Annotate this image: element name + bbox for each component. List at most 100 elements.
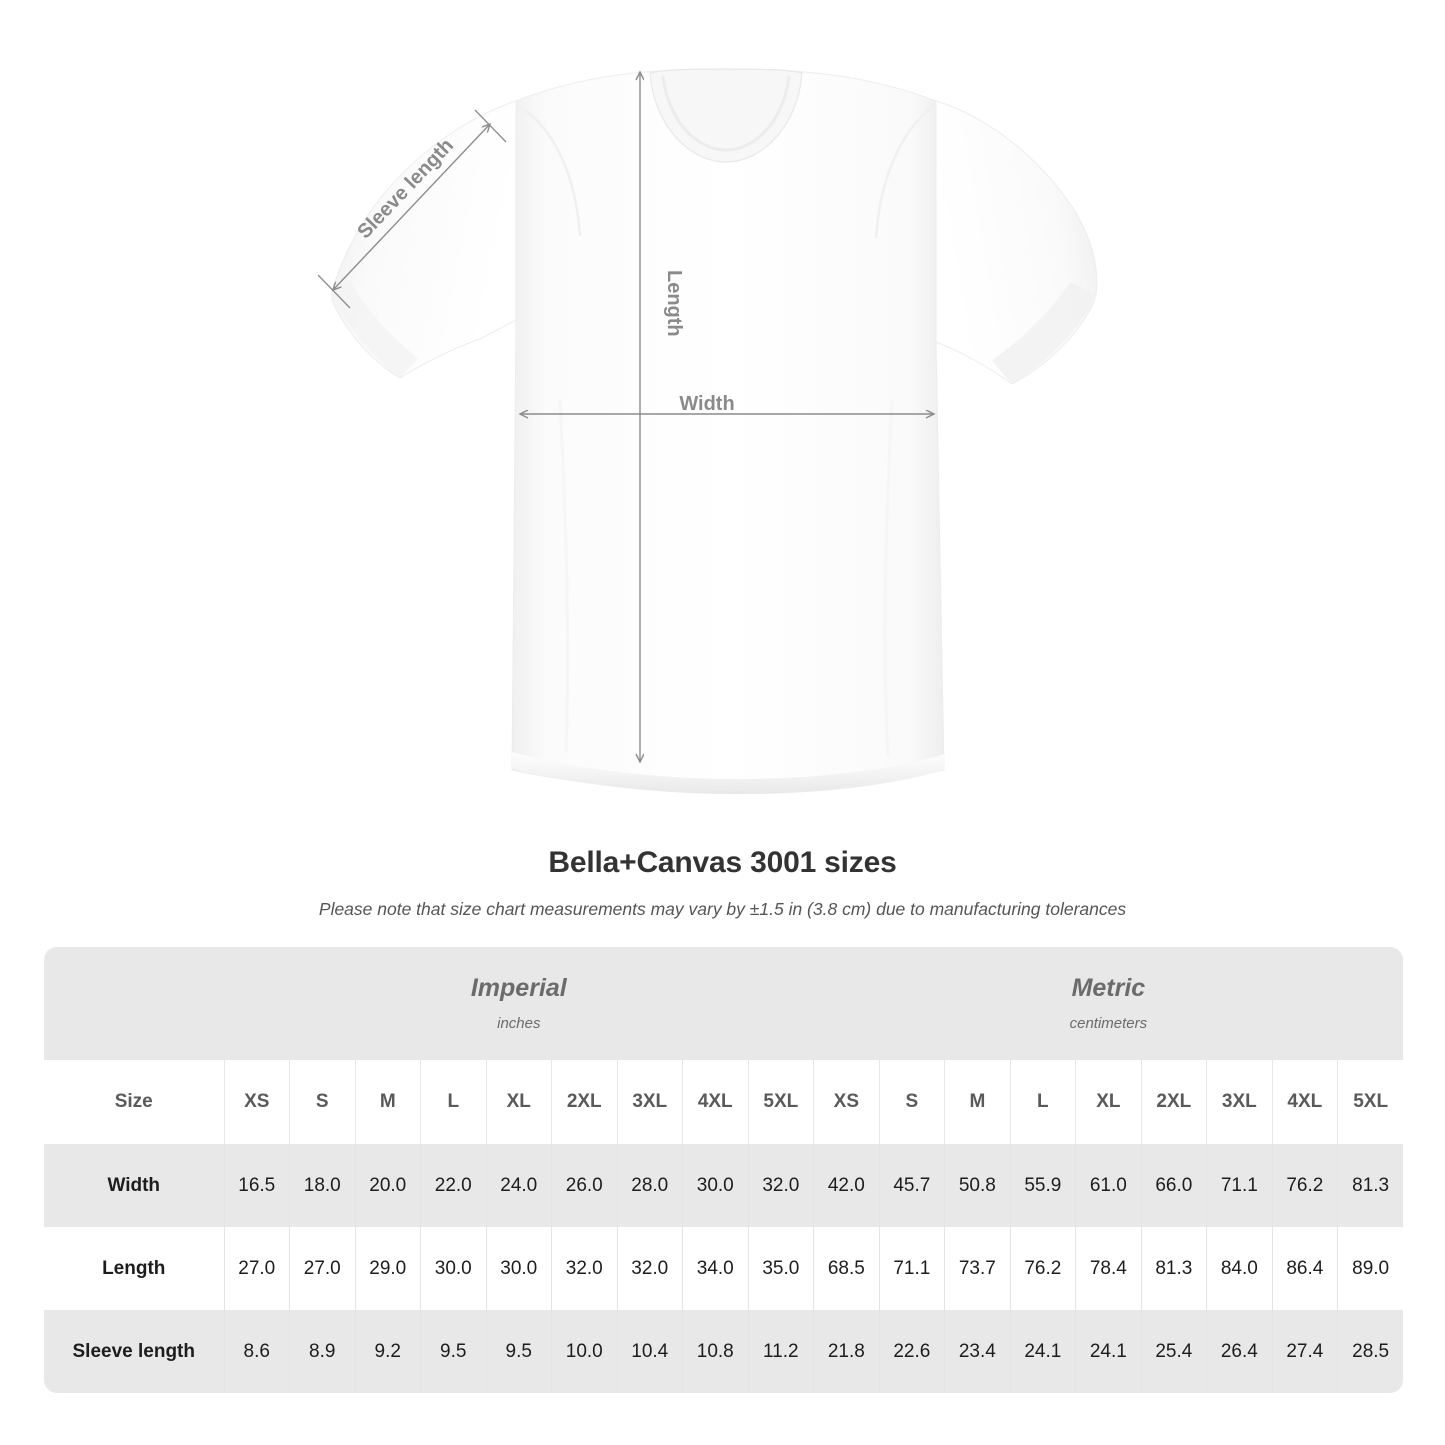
- width-dimension: Width: [520, 393, 934, 415]
- table-cell: 71.1: [1206, 1144, 1273, 1227]
- table-cell: 10.0: [551, 1310, 617, 1393]
- left-shoulder-seam: [515, 102, 582, 237]
- size-header-imperial-xs: XS: [223, 1060, 290, 1144]
- table-cell: 26.4: [1206, 1310, 1273, 1393]
- table-cell: 76.2: [1271, 1144, 1338, 1227]
- size-header-metric-m: M: [944, 1060, 1011, 1144]
- row-label-sleeve-length: Sleeve length: [44, 1310, 224, 1393]
- table-cell: 9.5: [420, 1310, 486, 1393]
- size-chart-table: Imperial inches Metric centimeters Size XS S M L…: [44, 947, 1404, 1393]
- tolerance-note: Please note that size chart measurements…: [318, 899, 1127, 919]
- table-cell: 27.0: [223, 1227, 290, 1310]
- table-cell: 30.0: [420, 1227, 486, 1310]
- left-sleeve-hem: [332, 280, 418, 378]
- table-cell: 26.0: [551, 1144, 617, 1227]
- table-cell: 42.0: [813, 1144, 880, 1227]
- shirt-graphic: [331, 68, 1098, 795]
- sleeve-length-arrow: [333, 124, 490, 290]
- bottom-hem: [512, 752, 944, 795]
- shirt-diagram-panel: Sleeve length Length Width: [317, 68, 1098, 795]
- table-cell: 50.8: [944, 1144, 1011, 1227]
- table-cell: 84.0: [1206, 1227, 1273, 1310]
- table-cell: 10.4: [616, 1310, 683, 1393]
- size-header-metric-s: S: [878, 1060, 945, 1144]
- size-header-metric-xs: XS: [813, 1060, 880, 1144]
- table-cell: 30.0: [682, 1144, 748, 1227]
- unit-group-imperial: Imperial inches: [224, 947, 814, 1060]
- table-cell: 16.5: [223, 1144, 290, 1227]
- table-cell: 23.4: [944, 1310, 1011, 1393]
- size-header-imperial-4xl: 4XL: [682, 1060, 748, 1144]
- table-cell: 30.0: [485, 1227, 552, 1310]
- table-cell: 22.6: [878, 1310, 945, 1393]
- unit-group-name: Metric: [1071, 973, 1146, 1002]
- table-cell: 24.1: [1009, 1310, 1076, 1393]
- table-cell: 9.2: [354, 1310, 421, 1393]
- fabric-fold-right: [883, 399, 894, 757]
- size-header-imperial-xl: XL: [485, 1060, 552, 1144]
- unit-group-unit: centimeters: [1069, 1015, 1148, 1032]
- size-header-imperial-m: M: [354, 1060, 421, 1144]
- length-label: Length: [663, 270, 685, 337]
- size-header-imperial-2xl: 2XL: [551, 1060, 617, 1144]
- row-label-width: Width: [44, 1144, 224, 1227]
- unit-group-unit: inches: [497, 1015, 541, 1032]
- table-cell: 55.9: [1009, 1144, 1076, 1227]
- table-cell: 76.2: [1009, 1227, 1076, 1310]
- table-cell: 29.0: [354, 1227, 421, 1310]
- table-cell: 71.1: [878, 1227, 945, 1310]
- table-cell: 28.0: [616, 1144, 683, 1227]
- size-header-imperial-s: S: [289, 1060, 355, 1144]
- table-cell: 8.6: [223, 1310, 290, 1393]
- right-shoulder-seam: [874, 102, 937, 239]
- table-cell: 61.0: [1075, 1144, 1142, 1227]
- table-cell: 11.2: [747, 1310, 814, 1393]
- table-cell: 10.8: [682, 1310, 748, 1393]
- table-cell: 24.0: [485, 1144, 552, 1227]
- table-cell: 81.3: [1337, 1144, 1404, 1227]
- page-title: Bella+Canvas 3001 sizes: [548, 846, 897, 879]
- unit-group-metric: Metric centimeters: [813, 947, 1404, 1060]
- size-column-header: Size: [44, 1060, 224, 1144]
- size-header-metric-2xl: 2XL: [1140, 1060, 1207, 1144]
- table-row: Length 27.0 27.0 29.0 30.0 30.0 32.0 32.0 34.0 35…: [44, 1227, 1404, 1310]
- size-header-imperial-5xl: 5XL: [747, 1060, 814, 1144]
- table-cell: 86.4: [1271, 1227, 1338, 1310]
- table-cell: 18.0: [289, 1144, 355, 1227]
- table-cell: 81.3: [1140, 1227, 1207, 1310]
- table-cell: 27.0: [289, 1227, 355, 1310]
- size-header-metric-5xl: 5XL: [1337, 1060, 1404, 1144]
- right-sleeve: [935, 100, 1098, 385]
- table-cell: 45.7: [878, 1144, 945, 1227]
- table-cell: 9.5: [485, 1310, 552, 1393]
- table-cell: 27.4: [1271, 1310, 1338, 1393]
- table-cell: 32.0: [616, 1227, 683, 1310]
- size-header-row: Size XS S M L XL 2XL 3XL 4XL 5XL XS S M L XL 2XL 3XL 4XL 5…: [44, 1060, 1404, 1144]
- size-header-metric-xl: XL: [1075, 1060, 1142, 1144]
- unit-group-row: Imperial inches Metric centimeters: [44, 947, 1404, 1060]
- table-cell: 35.0: [747, 1227, 814, 1310]
- sleeve-length-tick-start: [317, 274, 351, 309]
- right-sleeve-hem: [992, 282, 1096, 384]
- table-row: Sleeve length 8.6 8.9 9.2 9.5 9.5 10.0 10.4 10.8…: [44, 1310, 1404, 1393]
- table-cell: 32.0: [551, 1227, 617, 1310]
- fabric-fold-left: [558, 399, 570, 753]
- collar-outer: [649, 68, 803, 163]
- table-cell: 78.4: [1075, 1227, 1142, 1310]
- table-cell: 22.0: [420, 1144, 486, 1227]
- collar-ribbing: [661, 75, 791, 152]
- table-cell: 24.1: [1075, 1310, 1142, 1393]
- unit-group-name: Imperial: [470, 973, 567, 1002]
- table-cell: 28.5: [1337, 1310, 1404, 1393]
- table-cell: 89.0: [1337, 1227, 1404, 1310]
- size-header-metric-4xl: 4XL: [1271, 1060, 1338, 1144]
- size-header-metric-l: L: [1009, 1060, 1076, 1144]
- table-row: Width 16.5 18.0 20.0 22.0 24.0 26.0 28.0 30.0 32.…: [44, 1144, 1404, 1227]
- table-cell: 68.5: [813, 1227, 880, 1310]
- width-label: Width: [679, 393, 734, 415]
- heading-block: Bella+Canvas 3001 sizes Please note that…: [0, 845, 1445, 921]
- t-shirt-measurement-diagram: Sleeve length Length Width: [317, 68, 1098, 795]
- shirt-body: [511, 70, 945, 792]
- table-cell: 8.9: [289, 1310, 355, 1393]
- table-cell: 73.7: [944, 1227, 1011, 1310]
